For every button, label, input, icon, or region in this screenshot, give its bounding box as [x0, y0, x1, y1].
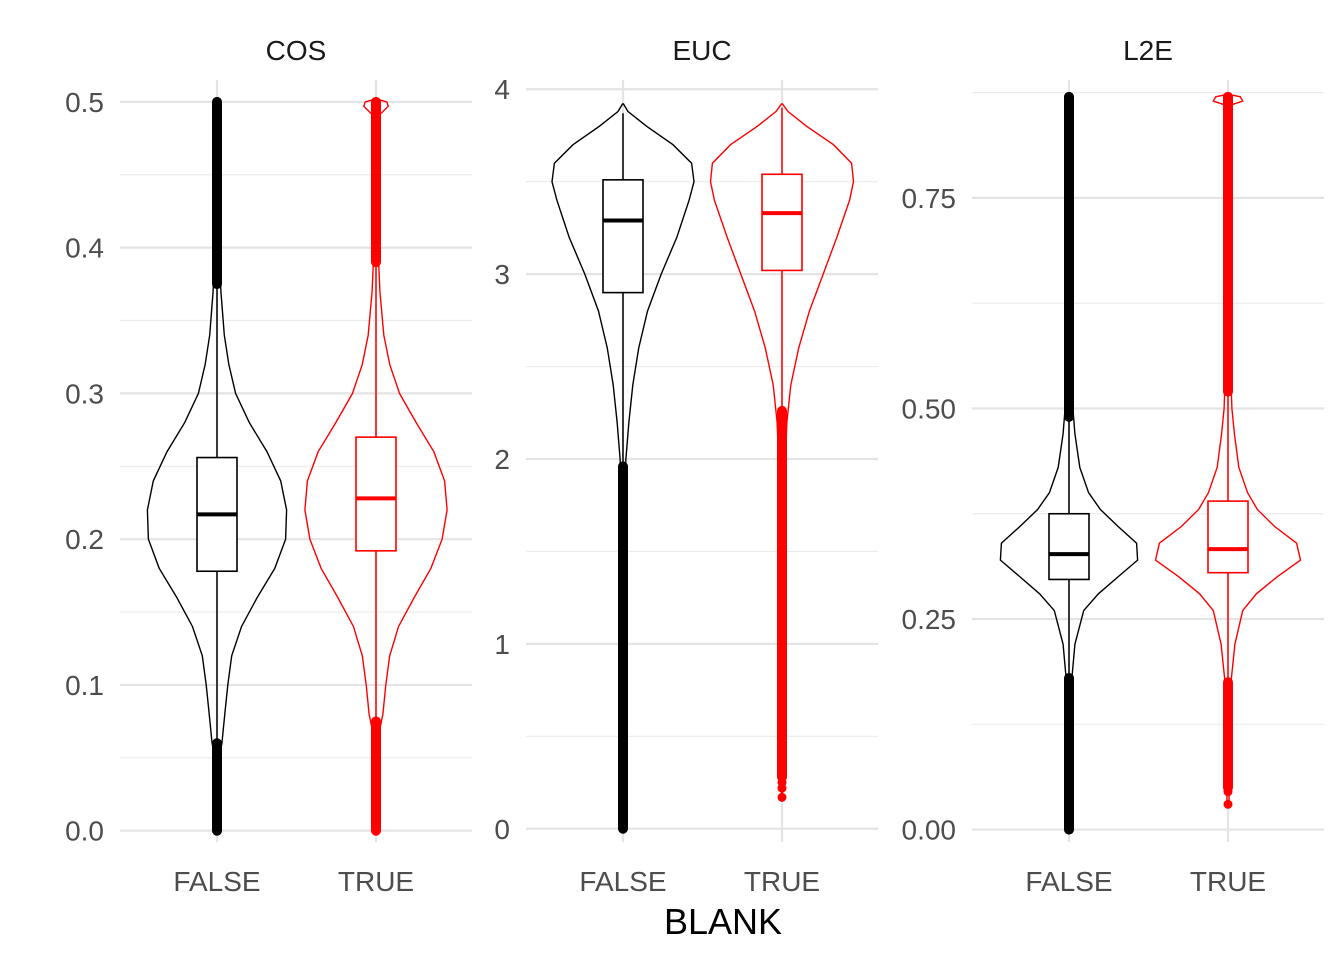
y-tick-label: 2	[494, 444, 510, 475]
group-false	[146, 96, 288, 836]
violin	[551, 103, 695, 830]
facet-panel-cos: 0.0 0.1 0.2 0.3 0.4 0.5 COS FALSE TRUE	[65, 35, 472, 897]
x-tick-label: TRUE	[1190, 866, 1266, 897]
violin	[1154, 93, 1302, 805]
group-true	[709, 103, 855, 802]
x-tick-label: FALSE	[579, 866, 666, 897]
group-false	[551, 103, 695, 834]
y-tick-label: 1	[494, 629, 510, 660]
y-tick-label: 0.1	[65, 670, 104, 701]
facet-title: EUC	[672, 35, 731, 66]
iqr-box	[602, 179, 644, 294]
y-tick-label: 0.5	[65, 87, 104, 118]
x-tick-label: FALSE	[173, 866, 260, 897]
group-true	[304, 96, 448, 836]
y-tick-label: 4	[494, 74, 510, 105]
y-tick-label: 0.4	[65, 233, 104, 264]
outlier-point	[1223, 787, 1233, 797]
violin	[304, 98, 448, 832]
group-true	[1154, 91, 1302, 809]
iqr-box	[761, 173, 803, 272]
y-tick-label: 0.75	[902, 183, 957, 214]
iqr-box	[355, 436, 397, 552]
iqr-box	[1048, 512, 1090, 581]
y-tick-label: 0.2	[65, 524, 104, 555]
x-axis-title: BLANK	[664, 901, 782, 942]
facet-panel-euc: 0 1 2 3 4 EUC FALSE TRUE	[494, 35, 878, 897]
facet-title: L2E	[1123, 35, 1173, 66]
x-tick-label: TRUE	[338, 866, 414, 897]
violin	[146, 101, 288, 832]
x-tick-label: TRUE	[744, 866, 820, 897]
x-tick-label: FALSE	[1025, 866, 1112, 897]
iqr-box	[1207, 500, 1249, 574]
y-tick-label: 0.00	[902, 815, 957, 846]
y-tick-label: 0.0	[65, 816, 104, 847]
panels-layer: 0.0 0.1 0.2 0.3 0.4 0.5 COS FALSE TRUE 0 1 2 3 4 EUC FA…	[65, 35, 1324, 897]
violin	[999, 96, 1139, 831]
y-tick-label: 0.50	[902, 393, 957, 424]
y-tick-label: 0.25	[902, 604, 957, 635]
y-tick-label: 3	[494, 259, 510, 290]
group-false	[999, 91, 1139, 835]
y-tick-label: 0.3	[65, 378, 104, 409]
facet-title: COS	[266, 35, 327, 66]
violin	[709, 103, 855, 798]
y-tick-label: 0	[494, 814, 510, 845]
facet-panel-l2e: 0.00 0.25 0.50 0.75 L2E FALSE TRUE	[902, 35, 1324, 897]
